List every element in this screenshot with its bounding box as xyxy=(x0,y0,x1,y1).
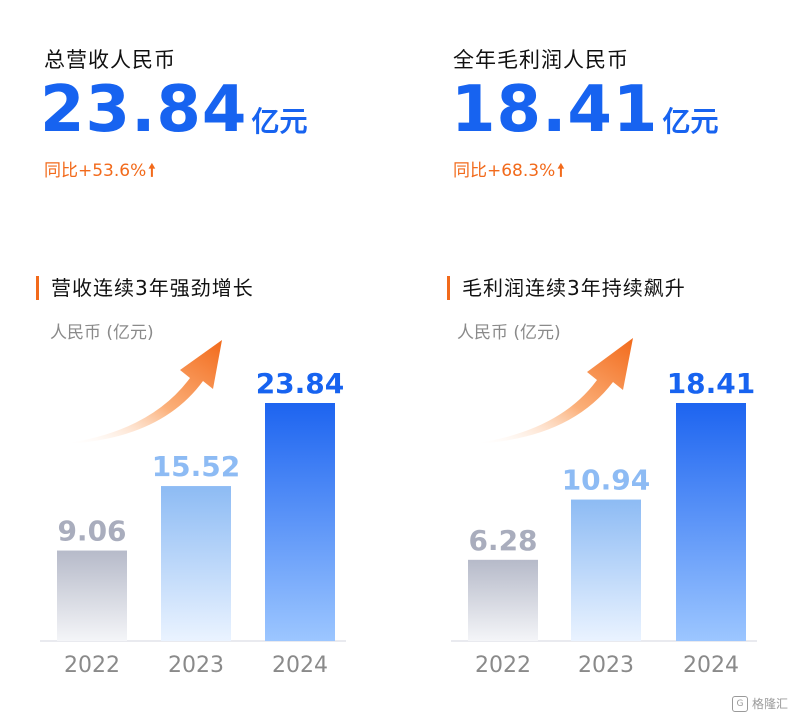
bar-value-label-2024: 23.84 xyxy=(256,367,345,400)
revenue-number: 23.84 xyxy=(40,73,248,147)
watermark: G 格隆汇 xyxy=(731,695,788,712)
gross-profit-chart-unit: 人民币 (亿元) xyxy=(457,323,561,343)
x-tick-label-2024: 2024 xyxy=(683,653,739,678)
arrow-up-icon: 🠕 xyxy=(557,161,565,181)
x-tick-label-2023: 2023 xyxy=(578,653,634,678)
revenue-value: 23.84 亿元 xyxy=(40,78,307,142)
gross-profit-number: 18.41 xyxy=(451,73,659,147)
growth-arrow-icon xyxy=(471,338,633,444)
bar-value-label-2023: 15.52 xyxy=(152,450,241,483)
bar-value-label-2022: 6.28 xyxy=(468,524,537,557)
revenue-chart-unit: 人民币 (亿元) xyxy=(50,323,154,343)
bar-value-label-2023: 10.94 xyxy=(562,464,651,497)
bar-value-label-2024: 18.41 xyxy=(667,367,756,400)
gross-profit-panel: 全年毛利润人民币 18.41 亿元 同比+68.3% 🠕 毛利润连续3年持续飙升 人… xyxy=(401,0,802,720)
gross-profit-label: 全年毛利润人民币 xyxy=(453,48,629,72)
bar-2024 xyxy=(676,403,746,641)
revenue-chart-title: 营收连续3年强劲增长 xyxy=(36,276,254,300)
gelonghui-logo-icon: G xyxy=(731,695,748,712)
gross-profit-growth-text: 同比+68.3% xyxy=(453,161,556,181)
bar-value-label-2022: 9.06 xyxy=(57,515,126,548)
revenue-growth-text: 同比+53.6% xyxy=(44,161,147,181)
gross-profit-chart-title: 毛利润连续3年持续飙升 xyxy=(447,276,686,300)
arrow-up-icon: 🠕 xyxy=(148,161,156,181)
revenue-label: 总营收人民币 xyxy=(44,48,176,72)
revenue-panel: 总营收人民币 23.84 亿元 同比+53.6% 🠕 营收连续3年强劲增长 人民币 … xyxy=(36,48,346,678)
bar-2022 xyxy=(468,559,538,641)
revenue-unit: 亿元 xyxy=(251,105,308,138)
gross-profit-unit: 亿元 xyxy=(662,105,719,138)
revenue-growth: 同比+53.6% 🠕 xyxy=(44,156,156,187)
bar-2023 xyxy=(571,499,641,641)
x-tick-label-2022: 2022 xyxy=(64,653,120,678)
bar-2024 xyxy=(265,403,335,641)
watermark-text: 格隆汇 xyxy=(751,697,788,711)
gross-profit-value: 18.41 亿元 xyxy=(451,78,718,142)
gross-profit-bar-chart: 6.28 2022 10.94 2023 18.41 2024 xyxy=(451,338,757,678)
growth-arrow-icon xyxy=(62,340,222,444)
bar-2022 xyxy=(57,550,127,641)
revenue-bar-chart: 9.06 2022 15.52 2023 23.84 2024 xyxy=(40,340,346,678)
x-tick-label-2023: 2023 xyxy=(168,653,224,678)
gross-profit-growth: 同比+68.3% 🠕 xyxy=(453,156,565,187)
x-tick-label-2024: 2024 xyxy=(272,653,328,678)
x-tick-label-2022: 2022 xyxy=(475,653,531,678)
bar-2023 xyxy=(161,486,231,641)
